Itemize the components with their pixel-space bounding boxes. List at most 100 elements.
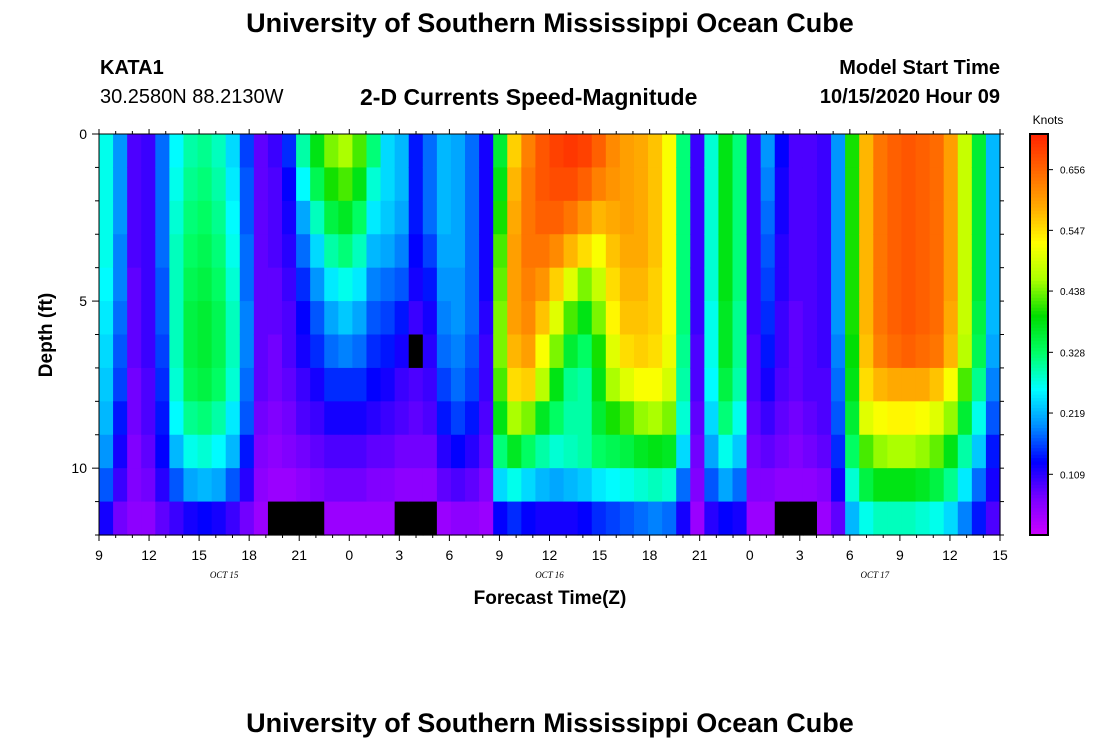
- heatmap-cell: [127, 401, 142, 436]
- colorbar-step: [1030, 461, 1048, 466]
- heatmap-cell: [845, 200, 860, 235]
- heatmap-cell: [282, 334, 297, 369]
- heatmap-cell: [99, 134, 114, 169]
- heatmap-cell: [802, 401, 818, 436]
- colorbar-step: [1030, 387, 1048, 392]
- heatmap-cell: [718, 267, 734, 302]
- heatmap-cell: [267, 334, 283, 369]
- heatmap-cell: [394, 267, 410, 302]
- x-tick-label: 12: [141, 547, 157, 563]
- heatmap-cell: [577, 134, 593, 169]
- x-tick-label: 0: [746, 547, 754, 563]
- colorbar-step: [1030, 140, 1048, 145]
- heatmap-cell: [619, 267, 635, 302]
- heatmap-cell: [831, 134, 846, 169]
- colorbar-step: [1030, 337, 1048, 342]
- heatmap-cell: [422, 367, 438, 402]
- heatmap-cell: [845, 367, 860, 402]
- colorbar-step: [1030, 404, 1048, 409]
- heatmap-cell: [662, 234, 677, 269]
- heatmap-cell: [239, 501, 255, 536]
- heatmap-cell: [507, 468, 522, 503]
- heatmap-cell: [141, 167, 156, 202]
- colorbar-step: [1030, 364, 1048, 369]
- heatmap-cell: [169, 301, 185, 336]
- colorbar-label: Knots: [1033, 113, 1064, 127]
- heatmap-cell: [310, 434, 325, 469]
- colorbar-step: [1030, 234, 1048, 239]
- heatmap-cell: [732, 267, 748, 302]
- heatmap-cell: [591, 267, 607, 302]
- heatmap-cell: [859, 468, 874, 503]
- colorbar-step: [1030, 508, 1048, 513]
- heatmap-cell: [816, 200, 832, 235]
- heatmap-cell: [422, 501, 438, 536]
- heatmap-cell: [859, 434, 874, 469]
- heatmap-cell: [493, 167, 508, 202]
- heatmap-cell: [380, 434, 396, 469]
- colorbar-step: [1030, 504, 1048, 509]
- colorbar-step: [1030, 494, 1048, 499]
- heatmap-cell: [408, 468, 424, 503]
- heatmap-cell: [929, 134, 945, 169]
- heatmap-cell: [352, 267, 368, 302]
- heatmap-cell: [746, 434, 762, 469]
- heatmap-cell: [985, 367, 1001, 402]
- heatmap-cell: [211, 367, 227, 402]
- heatmap-cell: [113, 334, 128, 369]
- heatmap-cell: [887, 401, 903, 436]
- heatmap-cell: [225, 334, 241, 369]
- heatmap-cell: [225, 468, 241, 503]
- heatmap-cell: [732, 401, 748, 436]
- colorbar-step: [1030, 321, 1048, 326]
- heatmap-cell: [605, 468, 621, 503]
- heatmap-cell: [760, 301, 776, 336]
- heatmap-cell: [141, 301, 156, 336]
- heatmap-cell: [563, 401, 579, 436]
- heatmap-cell: [549, 468, 565, 503]
- heatmap-cell: [943, 367, 959, 402]
- heatmap-cell: [760, 267, 776, 302]
- colorbar-step: [1030, 247, 1048, 252]
- heatmap-cell: [887, 200, 903, 235]
- heatmap-cell: [676, 267, 691, 302]
- colorbar-step: [1030, 184, 1048, 189]
- heatmap-cell: [873, 134, 888, 169]
- colorbar-step: [1030, 414, 1048, 419]
- heatmap-cell: [155, 334, 170, 369]
- heatmap-cell: [648, 468, 663, 503]
- heatmap-cell: [197, 200, 213, 235]
- heatmap-cell: [845, 401, 860, 436]
- heatmap-cell: [521, 267, 537, 302]
- heatmap-cell: [155, 234, 170, 269]
- heatmap-cell: [985, 234, 1001, 269]
- heatmap-cell: [563, 434, 579, 469]
- heatmap-cell: [141, 334, 156, 369]
- colorbar-step: [1030, 324, 1048, 329]
- heatmap-cell: [662, 134, 677, 169]
- heatmap-cell: [380, 468, 396, 503]
- heatmap-cell: [605, 267, 621, 302]
- heatmap-cell: [648, 334, 663, 369]
- heatmap-cell: [113, 367, 128, 402]
- heatmap-cell: [873, 267, 888, 302]
- heatmap-cell: [535, 434, 551, 469]
- heatmap-cell: [169, 134, 185, 169]
- heatmap-cell: [141, 134, 156, 169]
- colorbar-step: [1030, 277, 1048, 282]
- heatmap-cell: [211, 167, 227, 202]
- heatmap-cell: [633, 267, 649, 302]
- heatmap-cell: [633, 234, 649, 269]
- colorbar-step: [1030, 501, 1048, 506]
- heatmap-cell: [732, 234, 748, 269]
- heatmap-cell: [436, 367, 452, 402]
- heatmap-cell: [957, 334, 973, 369]
- heatmap-cell: [296, 200, 311, 235]
- heatmap-cell: [943, 234, 959, 269]
- heatmap-cell: [816, 134, 832, 169]
- heatmap-cell: [155, 167, 170, 202]
- model-start-value: 10/15/2020 Hour 09: [819, 86, 1000, 108]
- heatmap-cell: [366, 134, 382, 169]
- heatmap-cell: [155, 434, 170, 469]
- heatmap-cell: [929, 200, 945, 235]
